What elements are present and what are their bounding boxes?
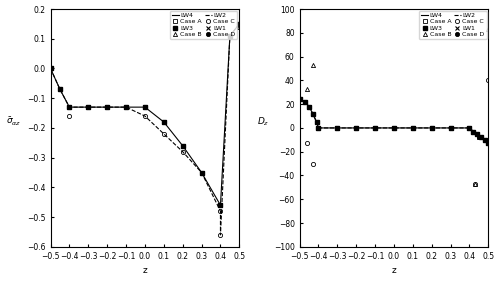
Legend: LW4, Case A, LW3, Case B, LW2, Case C, LW1, Case D: LW4, Case A, LW3, Case B, LW2, Case C, L… <box>419 11 486 39</box>
X-axis label: z: z <box>142 266 148 275</box>
X-axis label: z: z <box>392 266 396 275</box>
Legend: LW4, Case A, LW3, Case B, LW2, Case C, LW1, Case D: LW4, Case A, LW3, Case B, LW2, Case C, L… <box>170 11 237 39</box>
Y-axis label: $\bar{\sigma}_{\alpha z}$: $\bar{\sigma}_{\alpha z}$ <box>6 116 21 128</box>
Y-axis label: $D_z$: $D_z$ <box>256 116 269 128</box>
